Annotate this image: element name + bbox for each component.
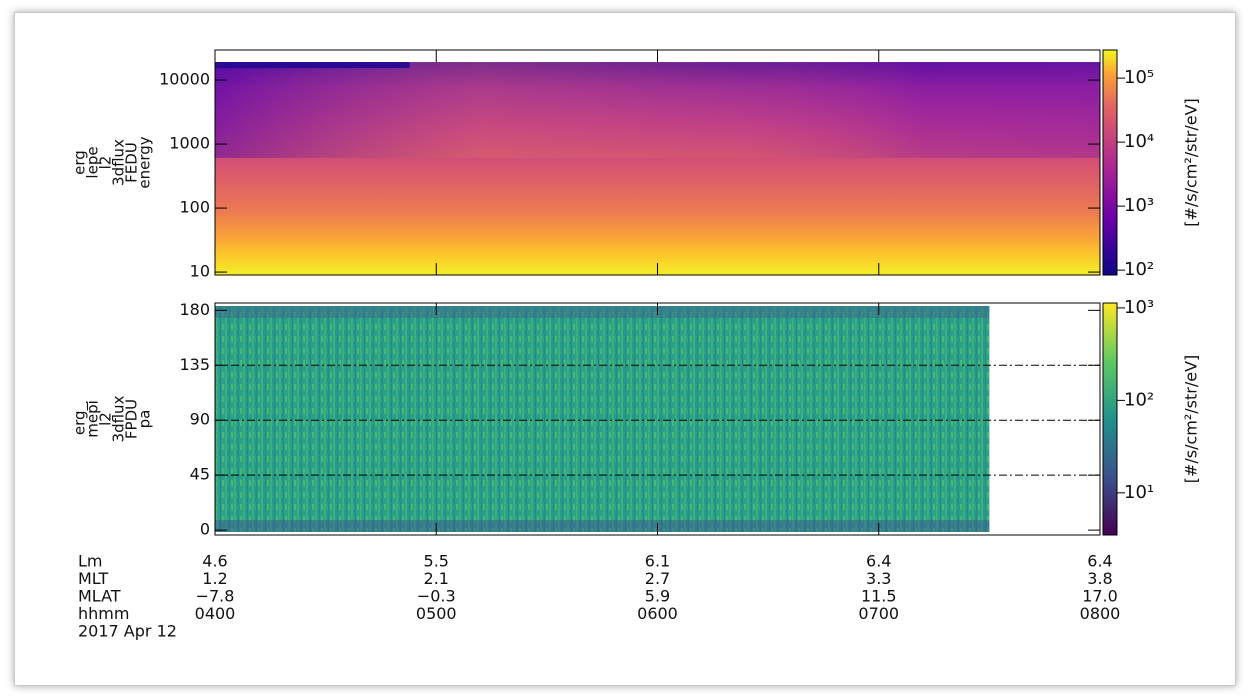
y-axis-label: l2	[97, 412, 115, 426]
y-tick-label: 0	[200, 520, 210, 539]
ephemeris-value: 11.5	[861, 587, 897, 606]
heatmap-band	[215, 520, 990, 532]
ephemeris-value: −0.3	[417, 587, 456, 606]
y-axis-label: mepi	[84, 400, 102, 438]
y-tick-label: 45	[190, 465, 210, 484]
ephemeris-value: 0700	[858, 604, 899, 623]
y-axis-label: l2	[97, 156, 115, 170]
ephemeris-row-label: MLAT	[78, 587, 121, 606]
colorbar-tick-label: 10²	[1124, 389, 1154, 410]
colorbar	[1102, 49, 1118, 276]
y-axis-label: 3dflux	[110, 395, 128, 442]
ephemeris-row-label: Lm	[78, 552, 103, 571]
y-axis-label: FPDU	[123, 399, 141, 439]
colorbar-label: [#/s/cm²/str/eV]	[1182, 98, 1201, 227]
ephemeris-value: 6.1	[645, 552, 670, 571]
ephemeris-value: −7.8	[196, 587, 235, 606]
y-axis-label: erg_	[71, 402, 90, 435]
heatmap	[215, 306, 990, 532]
ephemeris-value: 0400	[195, 604, 236, 623]
y-axis-label: lepe	[84, 146, 102, 178]
colorbar	[1102, 302, 1118, 536]
ephemeris-value: 4.6	[202, 552, 227, 571]
ephemeris-value: 17.0	[1082, 587, 1118, 606]
ephemeris-value: 0500	[416, 604, 457, 623]
y-tick-label: 180	[179, 300, 210, 319]
ephemeris-value: 0800	[1080, 604, 1121, 623]
ephemeris-value: 0600	[637, 604, 678, 623]
ephemeris-value: 5.9	[645, 587, 670, 606]
ephemeris-value: 2.7	[645, 569, 670, 588]
ephemeris-date: 2017 Apr 12	[78, 622, 177, 641]
colorbar-tick-label: 10¹	[1124, 482, 1154, 503]
ephemeris-value: 6.4	[1087, 552, 1112, 571]
y-axis-label: 3dflux	[110, 139, 128, 186]
y-axis-label: erg	[71, 150, 89, 175]
y-axis-label: FEDU	[123, 142, 141, 183]
y-axis-label: pa	[136, 410, 154, 429]
y-tick-label: 10000	[159, 70, 210, 89]
ephemeris-value: 2.1	[424, 569, 449, 588]
y-tick-label: 90	[190, 410, 210, 429]
ephemeris-value: 3.3	[866, 569, 891, 588]
colorbar-tick-label: 10³	[1124, 195, 1154, 216]
colorbar-tick-label: 10⁴	[1124, 131, 1154, 152]
y-tick-label: 1000	[169, 134, 210, 153]
heatmap-band	[215, 306, 990, 318]
y-tick-label: 135	[179, 355, 210, 374]
colorbar-tick-label: 10⁵	[1124, 67, 1154, 88]
ephemeris-value: 1.2	[202, 569, 227, 588]
y-axis-label: energy	[136, 136, 154, 188]
ephemeris-row-label: hhmm	[78, 604, 129, 623]
heatmap-overlay	[215, 62, 1100, 158]
colorbar-tick-label: 10²	[1124, 259, 1154, 280]
ephemeris-value: 3.8	[1087, 569, 1112, 588]
ephemeris-value: 6.4	[866, 552, 891, 571]
colorbar-label: [#/s/cm²/str/eV]	[1182, 355, 1201, 484]
colorbar-tick-label: 10³	[1124, 297, 1154, 318]
y-tick-label: 10	[190, 262, 210, 281]
heatmap-band	[215, 62, 410, 69]
ephemeris-value: 5.5	[424, 552, 449, 571]
ephemeris-row-label: MLT	[78, 569, 109, 588]
y-tick-label: 100	[179, 198, 210, 217]
